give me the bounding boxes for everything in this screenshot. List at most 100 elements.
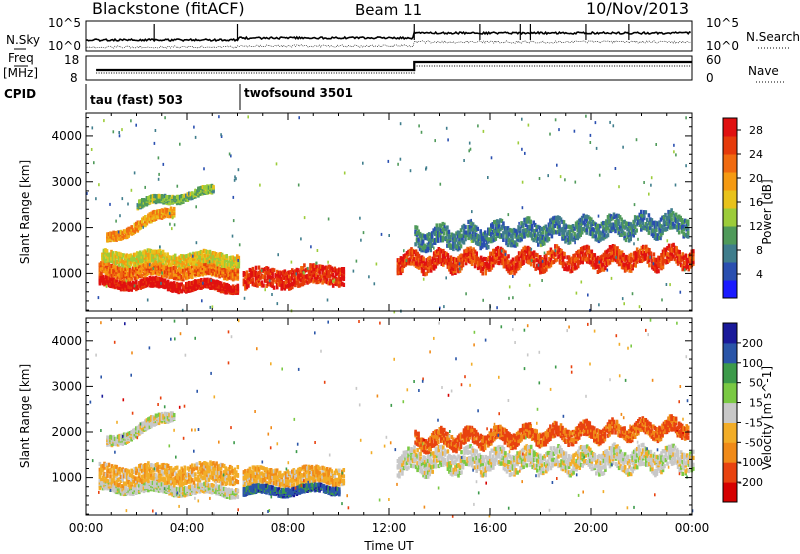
power-cell	[201, 270, 205, 275]
power-cell	[682, 265, 686, 271]
power-cell	[420, 262, 424, 268]
power-cell	[607, 261, 610, 266]
power-cell	[268, 271, 271, 276]
power-cell	[191, 195, 194, 201]
power-cell	[671, 225, 675, 230]
power-cell	[218, 274, 221, 279]
noise-left-tick-bottom: 10^0	[48, 39, 81, 53]
power-cell	[101, 252, 104, 257]
vel-cell	[112, 471, 115, 476]
power-cell	[148, 251, 151, 256]
power-cell	[116, 272, 120, 277]
power-cell	[583, 217, 587, 222]
power-cell	[256, 283, 259, 288]
power-cell	[575, 251, 578, 256]
power-cell	[594, 234, 598, 239]
power-cell	[471, 230, 475, 235]
power-cell	[656, 221, 660, 226]
power-scatter-point	[359, 216, 361, 220]
power-cell	[498, 248, 501, 254]
power-cell	[160, 250, 163, 255]
vel-cell	[133, 467, 137, 472]
power-cell	[467, 249, 471, 255]
power-cell	[443, 222, 446, 227]
power-cell	[269, 281, 273, 286]
power-cell	[137, 251, 141, 256]
power-cell	[627, 221, 631, 226]
power-cell	[511, 243, 514, 248]
power-cell	[265, 283, 268, 288]
power-cell	[112, 277, 115, 282]
power-cell	[163, 270, 167, 275]
vel-cell	[169, 491, 173, 496]
power-cell	[633, 229, 637, 235]
power-cell	[607, 248, 610, 253]
power-cell	[631, 264, 634, 269]
power-cell	[582, 245, 586, 250]
power-cell	[414, 261, 418, 266]
power-scatter-point	[112, 130, 115, 134]
power-cell	[128, 267, 132, 272]
vel-cell	[203, 489, 206, 494]
power-cell	[547, 228, 551, 233]
power-cell	[446, 264, 450, 269]
power-cell	[676, 249, 680, 254]
power-scatter-point	[614, 167, 617, 170]
power-cell	[101, 268, 105, 273]
power-cell	[617, 221, 620, 226]
vel-cell	[103, 465, 106, 470]
power-cell	[580, 230, 584, 235]
power-cell	[681, 257, 684, 262]
power-cell	[499, 227, 502, 232]
power-cell	[617, 252, 621, 257]
power-cell	[425, 258, 428, 263]
noise-right-tick-top: 10^5	[706, 16, 739, 30]
vel-cell	[104, 479, 108, 484]
vel-cell	[201, 488, 205, 494]
vel-cell	[121, 484, 124, 489]
power-cell	[649, 217, 652, 222]
power-cell	[523, 217, 526, 222]
power-cell	[588, 231, 592, 236]
vel-cell	[159, 481, 162, 486]
power-cell	[511, 238, 514, 243]
power-cell	[309, 270, 312, 275]
power-cell	[213, 263, 217, 268]
nave-right-tick-top: 60	[706, 53, 721, 67]
power-cell	[469, 254, 472, 259]
power-cell	[333, 275, 337, 280]
power-cell	[114, 254, 118, 259]
power-cell	[520, 254, 524, 259]
power-cell	[113, 230, 117, 236]
power-cell	[122, 269, 126, 274]
power-cell	[640, 258, 644, 263]
power-cell	[646, 217, 649, 222]
power-cell	[144, 217, 147, 222]
power-cell	[127, 267, 130, 273]
power-cell	[219, 267, 223, 272]
power-cell	[581, 260, 584, 265]
power-cell	[535, 227, 538, 232]
power-cell	[675, 246, 678, 251]
power-cell	[135, 287, 138, 292]
vel-cell	[160, 488, 164, 493]
power-cell	[476, 265, 480, 270]
power-cell	[174, 266, 177, 271]
power-cell	[210, 264, 214, 269]
power-cell	[525, 259, 528, 264]
power-cell	[597, 227, 601, 232]
vel-cell	[112, 466, 115, 471]
power-cell	[599, 255, 603, 260]
power-cell	[271, 270, 274, 275]
power-cell	[610, 254, 613, 259]
power-cell	[154, 214, 158, 219]
power-cell	[191, 191, 194, 196]
power-cell	[505, 226, 508, 231]
vel-cell	[113, 470, 117, 475]
power-cell	[676, 222, 679, 227]
power-cell	[526, 228, 529, 233]
noise-search-line	[85, 40, 691, 49]
power-cell	[303, 263, 306, 268]
power-cell	[590, 259, 594, 264]
power-cell	[661, 249, 665, 254]
